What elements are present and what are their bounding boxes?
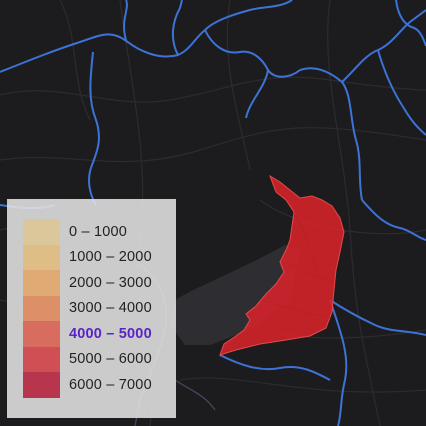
legend-swatch xyxy=(23,372,60,398)
legend-item[interactable]: 3000 – 4000 xyxy=(23,295,176,321)
legend-label: 6000 – 7000 xyxy=(69,376,152,393)
legend-label: 0 – 1000 xyxy=(69,223,128,240)
legend-item[interactable]: 4000 – 5000 xyxy=(23,321,176,347)
legend-label: 2000 – 3000 xyxy=(69,274,152,291)
legend-item[interactable]: 1000 – 2000 xyxy=(23,244,176,270)
legend: 0 – 1000 1000 – 2000 2000 – 3000 3000 – 400… xyxy=(7,199,176,418)
legend-item[interactable]: 6000 – 7000 xyxy=(23,372,176,398)
legend-swatch xyxy=(23,295,60,321)
legend-label: 4000 – 5000 xyxy=(69,325,152,342)
legend-swatch xyxy=(23,219,60,245)
legend-swatch xyxy=(23,346,60,372)
legend-item[interactable]: 2000 – 3000 xyxy=(23,270,176,296)
legend-swatch xyxy=(23,321,60,347)
legend-swatch xyxy=(23,244,60,270)
region-detail-lines xyxy=(261,213,335,319)
legend-label: 5000 – 6000 xyxy=(69,351,152,368)
highlighted-region xyxy=(219,174,345,356)
legend-item[interactable]: 5000 – 6000 xyxy=(23,346,176,372)
legend-rows: 0 – 1000 1000 – 2000 2000 – 3000 3000 – 400… xyxy=(23,219,176,398)
legend-item[interactable]: 0 – 1000 xyxy=(23,219,176,245)
legend-label: 3000 – 4000 xyxy=(69,300,152,317)
water-area xyxy=(170,245,300,345)
legend-label: 1000 – 2000 xyxy=(69,249,152,266)
legend-swatch xyxy=(23,270,60,296)
